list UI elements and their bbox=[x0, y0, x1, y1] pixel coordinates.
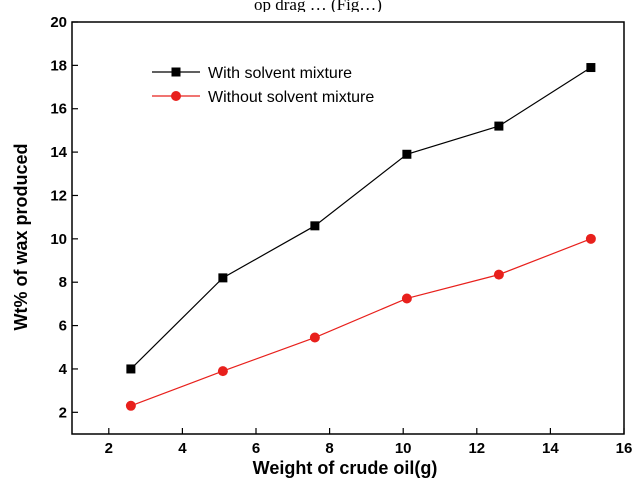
data-point bbox=[125, 400, 136, 411]
x-tick-label: 6 bbox=[252, 440, 260, 457]
data-point bbox=[493, 269, 504, 280]
legend-item: With solvent mixture bbox=[152, 65, 352, 82]
legend-item: Without solvent mixture bbox=[152, 89, 374, 106]
data-point bbox=[126, 364, 136, 374]
axis-ticks: 2 4 6 8 10 12 14 16 2 4 6 8 10 12 14 16 18 20 bbox=[50, 14, 632, 457]
x-tick-label: 2 bbox=[105, 440, 113, 457]
y-tick-label: 16 bbox=[50, 101, 67, 118]
x-tick-label: 8 bbox=[325, 440, 333, 457]
series-layer bbox=[125, 63, 596, 411]
y-tick-label: 14 bbox=[50, 144, 67, 161]
y-tick-label: 8 bbox=[59, 274, 67, 291]
x-tick-label: 10 bbox=[395, 440, 412, 457]
data-point bbox=[402, 149, 412, 159]
series-line bbox=[130, 67, 592, 370]
data-point bbox=[585, 233, 596, 244]
series-1 bbox=[126, 63, 596, 374]
x-axis-title: Weight of crude oil(g) bbox=[253, 458, 438, 478]
data-point bbox=[217, 366, 228, 377]
y-tick-label: 12 bbox=[50, 187, 67, 204]
data-point bbox=[218, 273, 228, 283]
y-tick-label: 10 bbox=[50, 231, 67, 248]
y-tick-label: 20 bbox=[50, 14, 67, 31]
x-tick-label: 16 bbox=[616, 440, 633, 457]
page-caption: op drag … (Fig…) bbox=[254, 0, 382, 12]
x-tick-label: 14 bbox=[542, 440, 559, 457]
y-tick-label: 6 bbox=[59, 318, 67, 335]
data-point bbox=[401, 293, 412, 304]
plot-frame bbox=[71, 21, 625, 435]
data-point bbox=[586, 63, 596, 73]
y-tick-label: 18 bbox=[50, 57, 67, 74]
legend-marker bbox=[171, 91, 181, 101]
series-2 bbox=[125, 233, 596, 411]
y-tick-label: 4 bbox=[59, 361, 68, 378]
data-point bbox=[310, 221, 320, 231]
x-tick-label: 4 bbox=[178, 440, 187, 457]
y-tick-label: 2 bbox=[59, 404, 67, 421]
y-axis-title: Wt% of wax produced bbox=[11, 143, 31, 330]
series-line bbox=[130, 238, 592, 407]
x-tick-label: 12 bbox=[468, 440, 485, 457]
data-point bbox=[309, 332, 320, 343]
legend-label: With solvent mixture bbox=[208, 65, 352, 82]
legend-marker bbox=[171, 67, 181, 77]
legend-label: Without solvent mixture bbox=[208, 89, 374, 106]
data-point bbox=[494, 121, 504, 131]
plot-border bbox=[71, 21, 625, 435]
legend: With solvent mixture Without solvent mixt… bbox=[152, 65, 374, 106]
